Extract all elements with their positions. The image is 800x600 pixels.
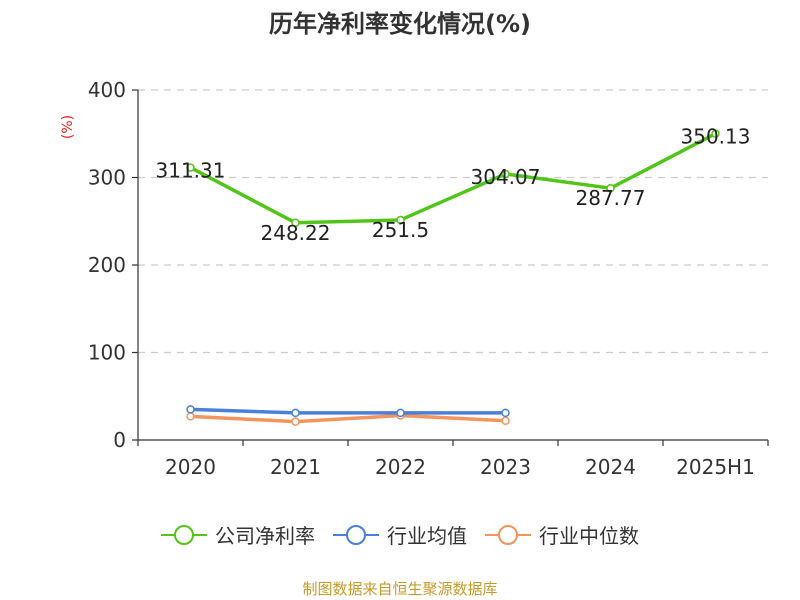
x-tick-label: 2025H1 — [676, 455, 755, 479]
series-industry-average-point — [396, 408, 405, 418]
x-tick-label: 2020 — [165, 455, 216, 479]
series-company-net-margin-point — [396, 215, 405, 225]
legend-item-industry-median[interactable]: 行业中位数 — [485, 520, 639, 549]
series-industry-median-point — [501, 416, 510, 425]
y-tick-label: 200 — [88, 253, 126, 277]
circle-line-icon — [333, 524, 379, 545]
series-company-net-margin-point — [606, 183, 615, 193]
grid-lines — [138, 89, 768, 354]
y-tick-label: 400 — [88, 78, 126, 102]
series-company-net-margin-line — [189, 132, 717, 225]
series-industry-median-point — [291, 417, 300, 426]
series-company-net-margin-point — [501, 169, 510, 179]
source-note: 制图数据来自恒生聚源数据库 — [302, 580, 498, 598]
legend-label: 行业均值 — [387, 524, 467, 548]
legend: 公司净利率 行业均值 行业中位数 — [0, 520, 800, 549]
x-tick-label: 2021 — [270, 455, 321, 479]
data-label: 350.13 — [681, 125, 751, 149]
series-industry-median-point — [186, 412, 195, 421]
x-tick-label: 2022 — [375, 455, 426, 479]
series-industry-average-point — [501, 408, 510, 418]
y-tick-label: 0 — [113, 428, 126, 452]
circle-line-icon — [485, 524, 531, 545]
data-label: 248.22 — [261, 221, 331, 245]
chart-title: 历年净利率变化情况(%) — [269, 10, 531, 38]
series-industry-average-line — [190, 407, 506, 415]
series-industry-average-point — [291, 408, 300, 418]
x-tick-label: 2024 — [585, 455, 636, 479]
data-label: 251.5 — [372, 218, 429, 242]
y-tick-label: 300 — [88, 166, 126, 190]
legend-label: 公司净利率 — [215, 524, 315, 548]
legend-item-industry-avg[interactable]: 行业均值 — [333, 520, 467, 549]
data-label: 311.31 — [156, 159, 226, 183]
y-tick-label: 100 — [88, 341, 126, 365]
series-industry-median-line — [190, 413, 506, 424]
series-company-net-margin-point — [711, 129, 720, 138]
axes: 0 100 200 300 400 2020 2021 2022 2023 2024 2025H1 — [88, 78, 769, 479]
circle-line-icon — [161, 524, 207, 545]
x-tick-label: 2023 — [480, 455, 531, 479]
legend-label: 行业中位数 — [539, 524, 639, 548]
data-label: 304.07 — [471, 165, 541, 189]
series-lines — [186, 129, 720, 426]
data-label: 287.77 — [576, 186, 646, 210]
data-labels: 311.31 248.22 251.5 304.07 287.77 350.13 — [156, 125, 751, 245]
legend-item-company[interactable]: 公司净利率 — [161, 520, 315, 549]
series-company-net-margin-point — [291, 218, 300, 228]
series-company-net-margin-point — [186, 163, 195, 172]
series-industry-average-point — [186, 405, 195, 414]
